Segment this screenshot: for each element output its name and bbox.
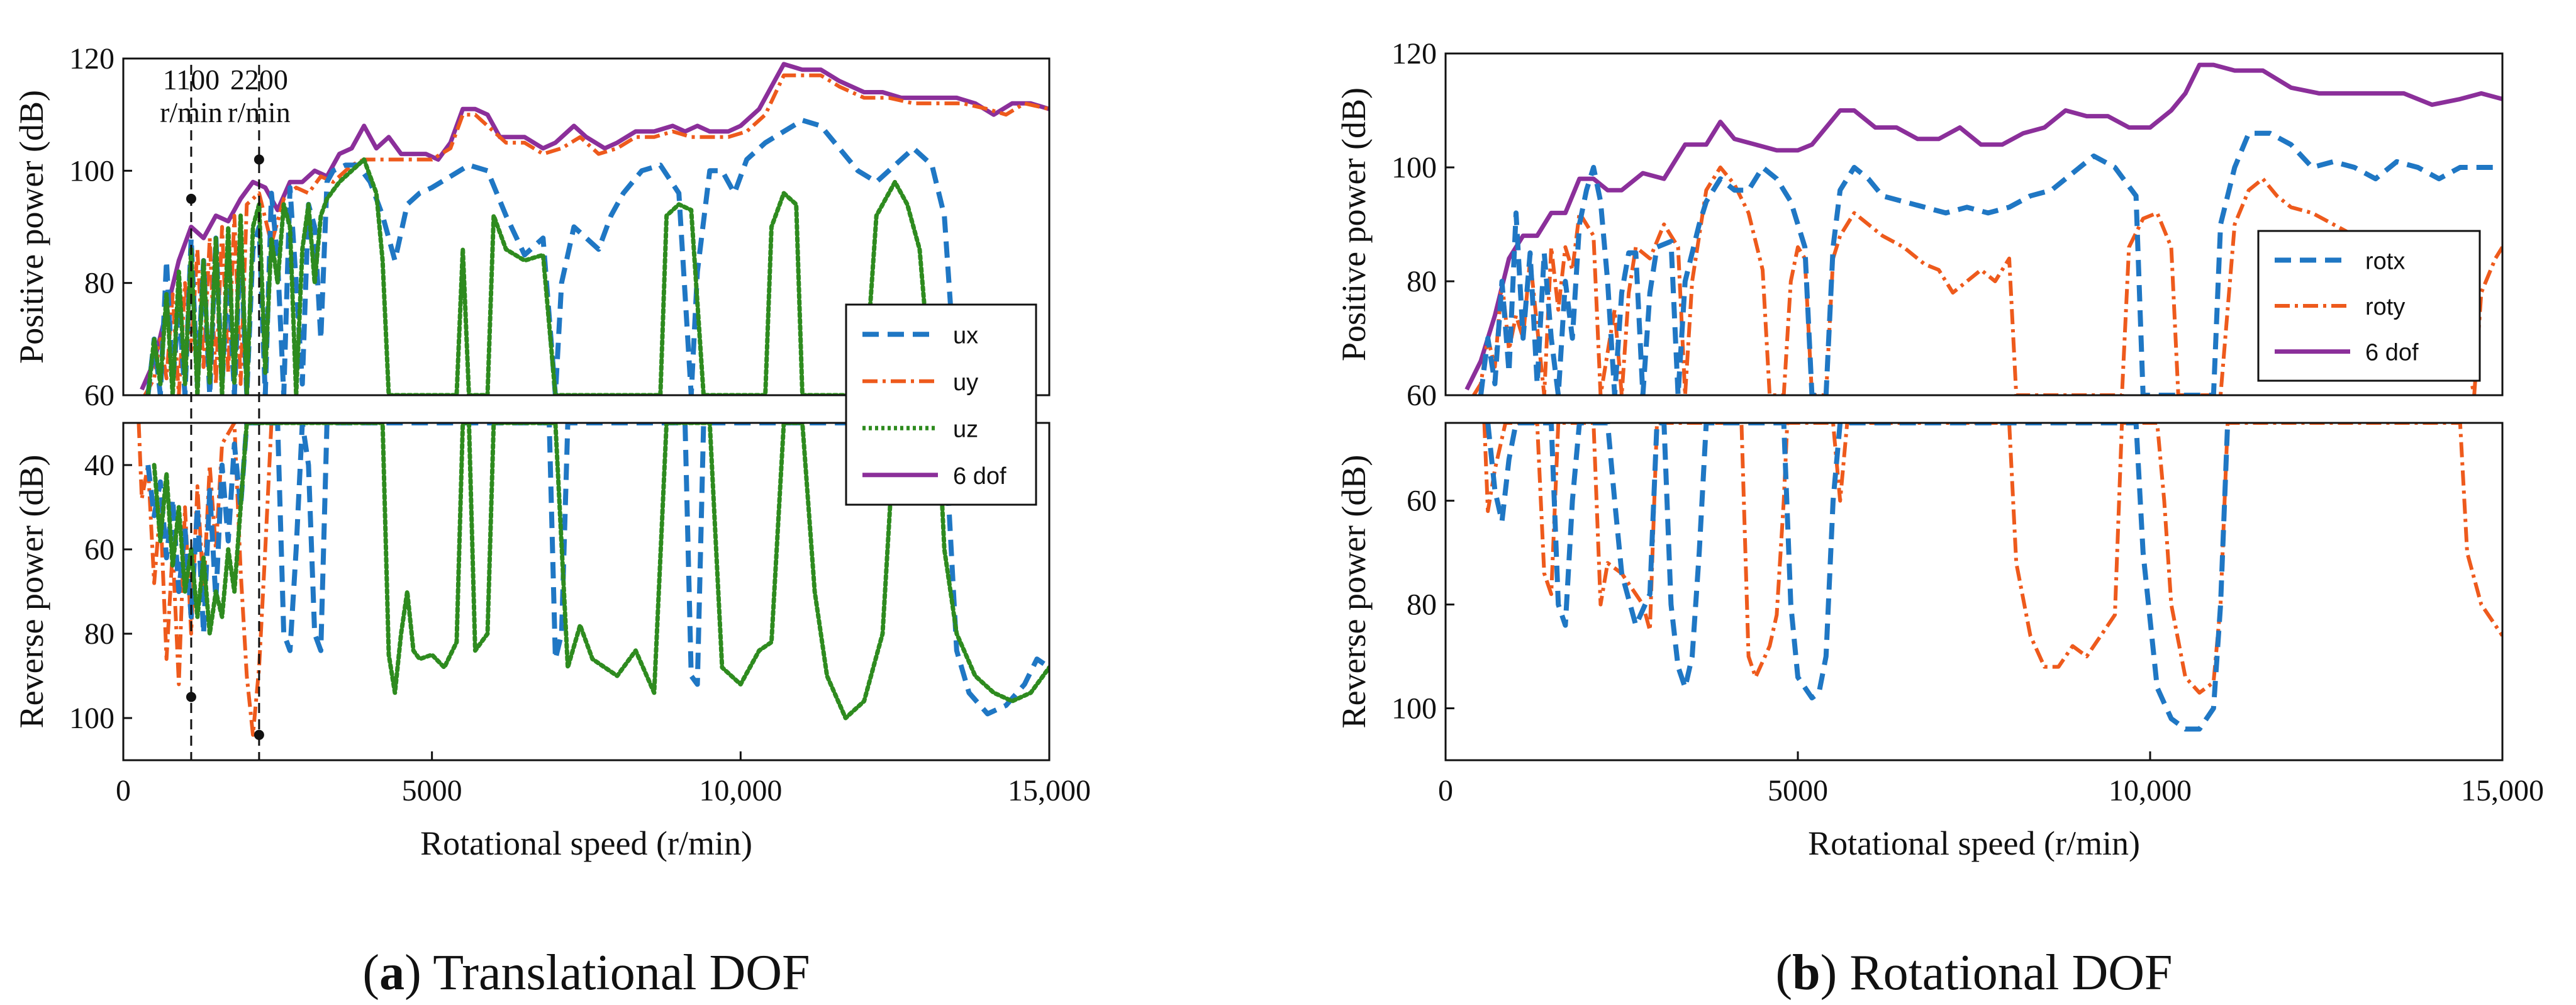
bottom-axes-frame (1444, 422, 2504, 761)
legend-label-ux: ux (953, 322, 978, 349)
legend: ux uy uz 6 dof (845, 303, 1037, 506)
caption-letter: b (1792, 945, 1820, 1001)
xtick-label: 10,000 (699, 774, 782, 807)
annotation-0-top-marker (186, 193, 196, 204)
top-ytick-label: 120 (1391, 37, 1437, 70)
legend-label-uy: uy (953, 369, 978, 396)
xtick-label: 5000 (1768, 774, 1828, 807)
series-dof6-top-line (1464, 62, 2502, 391)
series-roty-bottom-line (1482, 423, 2502, 695)
series-rotx-bottom-line (1485, 423, 2231, 732)
top-ytick-label: 60 (84, 379, 114, 412)
series-ux-bottom-line (145, 423, 1049, 717)
top-axes-frame (122, 57, 1051, 396)
caption-letter: a (379, 945, 404, 1001)
series-ux-top-line (145, 118, 959, 395)
bottom-ytick-label: 80 (1407, 588, 1437, 622)
series-uy-bottom-line (137, 423, 274, 737)
annotation-1-label-value: 2200 (230, 64, 288, 96)
annotation-0-label-unit: r/min (160, 96, 223, 128)
series-uy-top-line (143, 73, 1049, 395)
legend-label-dof6: 6 dof (953, 463, 1006, 490)
top-axes-frame (1444, 52, 2504, 396)
panel-caption: (a) Translational DOF (362, 945, 810, 1001)
legend-box (2257, 230, 2481, 382)
bottom-ytick-label: 100 (69, 702, 114, 735)
legend-label-roty: roty (2365, 294, 2405, 320)
xtick-label: 15,000 (1008, 774, 1091, 807)
series-group (137, 62, 1049, 737)
panel-caption: (b) Rotational DOF (1775, 945, 2172, 1001)
top-ytick-label: 100 (1391, 151, 1437, 184)
top-ytick-label: 60 (1407, 379, 1437, 412)
series-group (1464, 62, 2502, 732)
bottom-y-axis-label: Reverse power (dB) (13, 455, 50, 729)
xtick-label: 0 (1438, 774, 1453, 807)
xtick-label: 0 (116, 774, 131, 807)
legend-label-uz: uz (953, 416, 978, 442)
xtick-label: 5000 (402, 774, 462, 807)
bottom-ytick-label: 100 (1391, 692, 1437, 726)
bottom-ytick-label: 40 (84, 449, 114, 482)
top-ytick-label: 80 (1407, 265, 1437, 298)
panel-b-chart: 60 80 100 120 60 80 100 0 5000 10,000 15,000 Rotati… (1335, 37, 2544, 1001)
x-axis-label: Rotational speed (r/min) (1808, 824, 2140, 862)
bottom-axes-frame (122, 422, 1051, 761)
annotation-0-bottom-marker (186, 692, 196, 702)
bottom-ytick-label: 60 (1407, 485, 1437, 518)
legend-box (845, 303, 1037, 506)
series-uz-bottom-line (152, 423, 1049, 721)
x-axis-label: Rotational speed (r/min) (420, 824, 752, 862)
caption-open-paren: ( (362, 945, 379, 1001)
top-ytick-label: 80 (84, 267, 114, 300)
caption-open-paren: ( (1775, 945, 1792, 1001)
xtick-label: 10,000 (2109, 774, 2192, 807)
top-ytick-label: 120 (69, 42, 114, 76)
xtick-label: 15,000 (2461, 774, 2544, 807)
legend-label-dof6: 6 dof (2365, 340, 2419, 366)
annotation-0-label-value: 1100 (163, 64, 220, 96)
annotation-1-top-marker (254, 154, 264, 165)
legend-label-rotx: rotx (2365, 248, 2405, 274)
series-rotx-top-line (1478, 130, 2502, 395)
annotation-1-bottom-marker (254, 729, 264, 740)
caption-text: ) Translational DOF (404, 945, 810, 1001)
bottom-ytick-label: 80 (84, 617, 114, 651)
top-ytick-label: 100 (69, 154, 114, 188)
bottom-y-axis-label: Reverse power (dB) (1335, 455, 1373, 729)
caption-text: ) Rotational DOF (1820, 945, 2173, 1001)
bottom-ytick-label: 60 (84, 533, 114, 566)
legend: rotx roty 6 dof (2257, 230, 2481, 382)
top-y-axis-label: Positive power (dB) (13, 90, 50, 364)
annotation-1-label-unit: r/min (228, 96, 291, 128)
top-y-axis-label: Positive power (dB) (1335, 87, 1373, 361)
series-uz-top-line (145, 157, 934, 395)
